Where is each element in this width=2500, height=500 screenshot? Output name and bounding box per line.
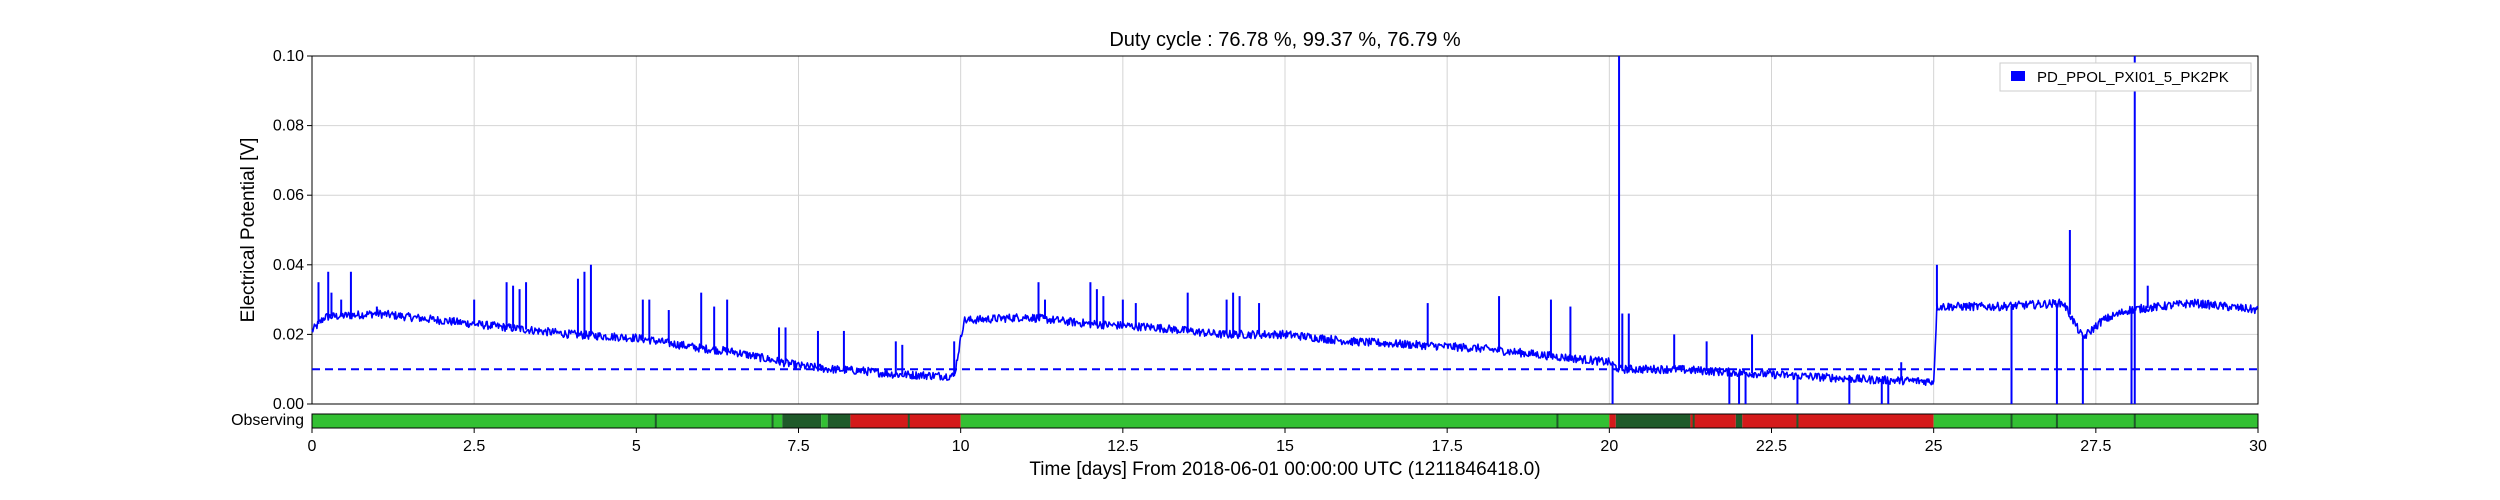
chart-title: Duty cycle : 76.78 %, 99.37 %, 76.79 % [1109, 29, 1461, 51]
x-axis-label: Time [days] From 2018-06-01 00:00:00 UTC… [1029, 459, 1540, 480]
x-tick-label: 17.5 [1432, 438, 1463, 455]
state-segment [821, 414, 828, 428]
state-bar-label: Observing [231, 412, 304, 429]
state-segment [1690, 414, 1736, 428]
state-segment [850, 414, 961, 428]
series-line [311, 298, 2259, 386]
y-axis-label: Electrical Potential [V] [238, 138, 259, 323]
y-tick-label: 0.10 [273, 48, 304, 65]
state-segment [1615, 414, 1691, 428]
x-tick-label: 2.5 [463, 438, 485, 455]
legend: PD_PPOL_PXI01_5_PK2PK [1999, 62, 2252, 92]
x-tick-label: 12.5 [1107, 438, 1138, 455]
x-tick-label: 22.5 [1756, 438, 1787, 455]
legend-label: PD_PPOL_PXI01_5_PK2PK [2037, 69, 2229, 86]
state-segment [1609, 414, 1616, 428]
x-tick-label: 7.5 [787, 438, 809, 455]
y-tick-label: 0.02 [273, 326, 304, 343]
x-tick-label: 15 [1276, 438, 1294, 455]
y-tick-label: 0.04 [273, 257, 304, 274]
x-tick-label: 25 [1925, 438, 1943, 455]
y-tick-label: 0.06 [273, 187, 304, 204]
state-segment [1735, 414, 1743, 428]
state-segment [827, 414, 851, 428]
state-segment [1742, 414, 1934, 428]
legend-box [1999, 62, 2252, 92]
x-tick-label: 30 [2249, 438, 2267, 455]
x-tick-label: 27.5 [2080, 438, 2111, 455]
plot-area-frame [311, 55, 2259, 405]
y-tick-label: 0.08 [273, 118, 304, 135]
x-tick-label: 5 [632, 438, 641, 455]
y-axis: 0.00 0.02 0.04 0.06 0.08 0.10 [273, 48, 312, 413]
state-segment [960, 414, 1610, 428]
state-segment [312, 414, 783, 428]
state-segment [782, 414, 822, 428]
x-tick-label: 20 [1600, 438, 1618, 455]
y-tick-label: 0.00 [273, 396, 304, 413]
legend-swatch [2011, 71, 2025, 81]
grid [311, 55, 2259, 405]
x-axis: 0 2.5 5 7.5 10 12.5 15 17.5 20 22.5 25 27.5 30 [308, 428, 2267, 455]
x-tick-label: 10 [952, 438, 970, 455]
x-tick-label: 0 [308, 438, 317, 455]
data-layer [311, 56, 2259, 404]
state-bar [312, 414, 2258, 428]
state-segment [1933, 414, 2258, 428]
